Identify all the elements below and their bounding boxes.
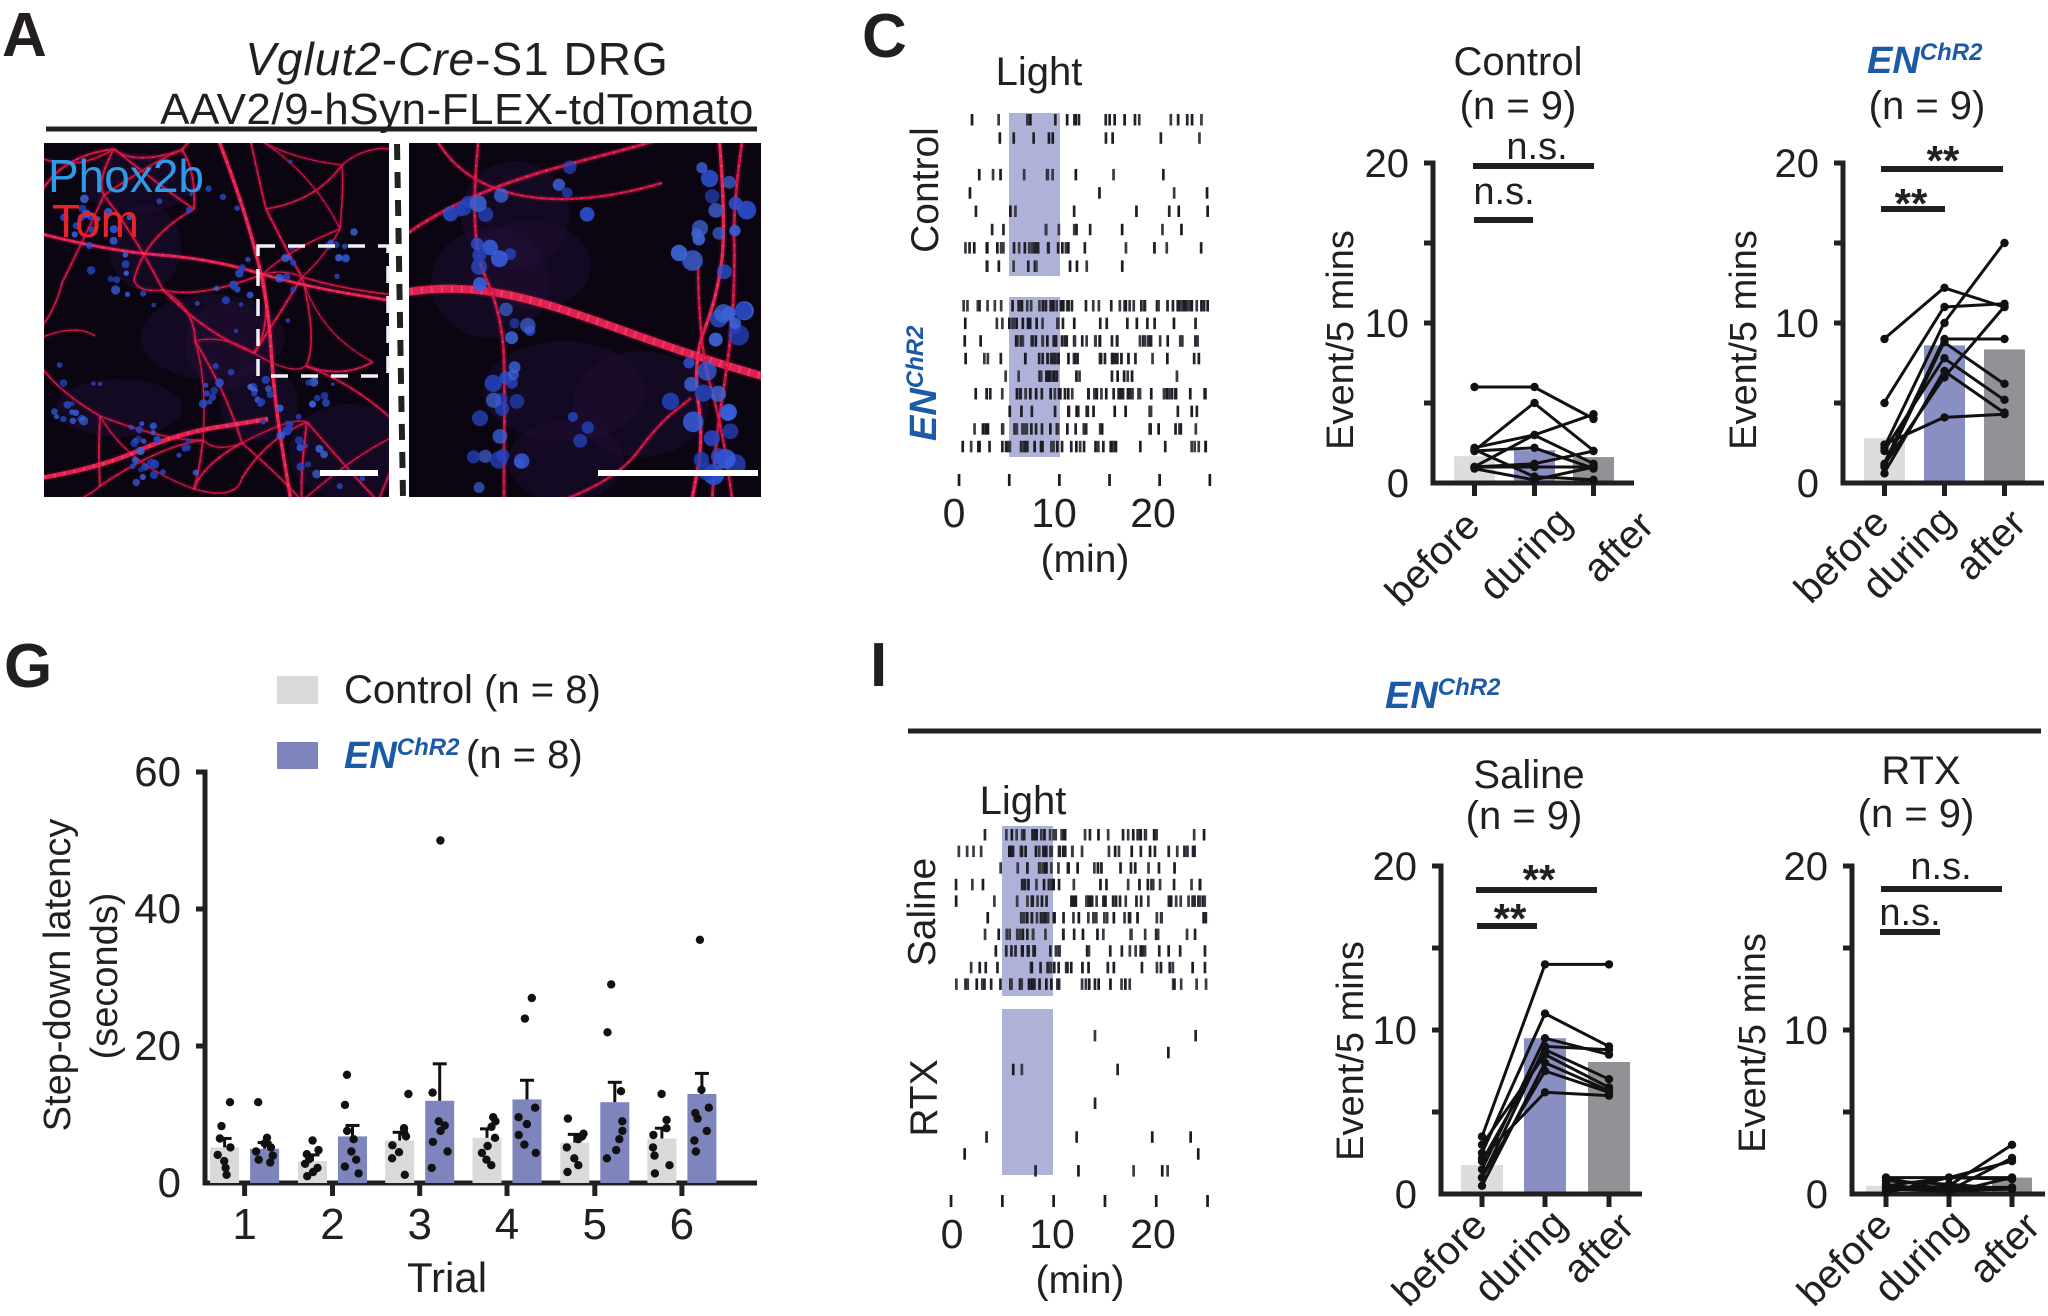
svg-text:4: 4 <box>495 1200 519 1249</box>
svg-text:0: 0 <box>158 1159 181 1206</box>
svg-text:(n = 9): (n = 9) <box>1460 84 1577 128</box>
svg-text:Event/5 mins: Event/5 mins <box>1723 230 1765 450</box>
svg-text:0: 0 <box>943 490 966 536</box>
svg-text:C: C <box>862 2 907 71</box>
svg-text:Event/5 mins: Event/5 mins <box>1330 941 1372 1161</box>
svg-text:Control: Control <box>904 127 947 253</box>
svg-text:G: G <box>4 632 52 701</box>
svg-text:Control: Control <box>1454 40 1583 84</box>
svg-text:Trial: Trial <box>407 1254 487 1301</box>
svg-text:Saline: Saline <box>1473 753 1584 797</box>
svg-text:n.s.: n.s. <box>1910 846 1971 888</box>
svg-text:10: 10 <box>1365 302 1410 346</box>
svg-text:0: 0 <box>1806 1173 1828 1217</box>
svg-text:n.s.: n.s. <box>1506 126 1567 168</box>
svg-text:60: 60 <box>134 748 181 795</box>
svg-text:Light: Light <box>996 50 1083 94</box>
svg-text:(n = 9): (n = 9) <box>1869 84 1986 128</box>
svg-text:0: 0 <box>1395 1173 1417 1217</box>
svg-text:RTX: RTX <box>1881 749 1960 793</box>
svg-text:AAV2/9-hSyn-FLEX-tdTomato: AAV2/9-hSyn-FLEX-tdTomato <box>160 85 754 134</box>
svg-text:5: 5 <box>583 1200 607 1249</box>
svg-text:Vglut2-Cre-S1 DRG: Vglut2-Cre-S1 DRG <box>245 33 668 85</box>
svg-text:20: 20 <box>134 1022 181 1069</box>
svg-text:(min): (min) <box>1036 1259 1125 1302</box>
svg-text:n.s.: n.s. <box>1473 171 1534 213</box>
svg-text:20: 20 <box>1130 1211 1176 1257</box>
svg-text:2: 2 <box>320 1200 344 1249</box>
svg-text:Tom: Tom <box>52 195 139 247</box>
svg-text:Event/5 mins: Event/5 mins <box>1732 933 1774 1153</box>
svg-text:10: 10 <box>1775 302 1820 346</box>
svg-text:ENChR2: ENChR2 <box>1385 674 1501 717</box>
svg-text:I: I <box>870 631 887 700</box>
svg-text:20: 20 <box>1373 845 1418 889</box>
svg-text:0: 0 <box>1387 462 1409 506</box>
svg-text:40: 40 <box>134 885 181 932</box>
svg-text:Control (n = 8): Control (n = 8) <box>344 668 601 712</box>
svg-text:3: 3 <box>407 1200 431 1249</box>
svg-text:Saline: Saline <box>901 858 944 966</box>
svg-text:1: 1 <box>232 1200 256 1249</box>
svg-text:20: 20 <box>1784 845 1829 889</box>
svg-text:6: 6 <box>670 1200 694 1249</box>
svg-text:**: ** <box>1927 137 1960 184</box>
svg-text:20: 20 <box>1130 490 1176 536</box>
svg-text:(min): (min) <box>1041 538 1130 581</box>
svg-text:10: 10 <box>1031 490 1077 536</box>
svg-text:(n = 9): (n = 9) <box>1466 794 1583 838</box>
svg-text:10: 10 <box>1373 1009 1418 1053</box>
svg-text:RTX: RTX <box>903 1059 946 1136</box>
svg-text:10: 10 <box>1029 1211 1075 1257</box>
svg-text:(n = 9): (n = 9) <box>1858 792 1975 836</box>
svg-text:20: 20 <box>1775 142 1820 186</box>
svg-text:**: ** <box>1895 180 1928 227</box>
svg-text:0: 0 <box>941 1211 964 1257</box>
svg-text:10: 10 <box>1784 1009 1829 1053</box>
svg-text:20: 20 <box>1365 142 1410 186</box>
svg-text:(seconds): (seconds) <box>84 893 126 1060</box>
svg-text:**: ** <box>1523 856 1556 903</box>
svg-text:Phox2b: Phox2b <box>48 150 204 202</box>
svg-text:0: 0 <box>1797 462 1819 506</box>
svg-text:n.s.: n.s. <box>1879 892 1940 934</box>
svg-text:Light: Light <box>980 779 1067 823</box>
svg-text:A: A <box>2 1 47 70</box>
svg-text:Event/5 mins: Event/5 mins <box>1320 230 1362 450</box>
svg-text:(n = 8): (n = 8) <box>466 733 583 777</box>
svg-text:Step-down latency: Step-down latency <box>37 819 79 1132</box>
svg-text:**: ** <box>1494 895 1527 942</box>
